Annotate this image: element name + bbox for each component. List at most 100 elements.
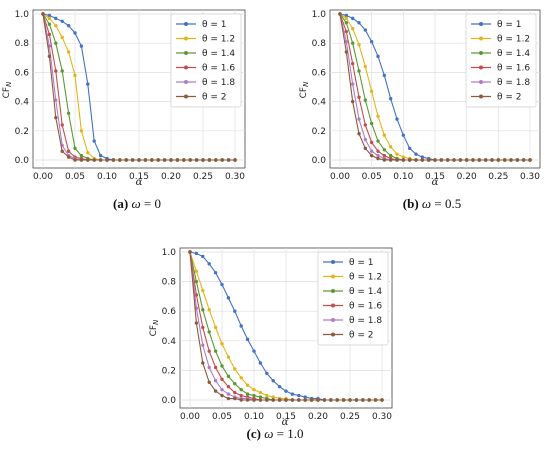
data-point (66, 111, 71, 115)
data-point (363, 146, 368, 151)
data-point (369, 140, 374, 145)
data-point (309, 398, 314, 402)
x-tick-label: 0.30 (225, 172, 245, 182)
data-point (213, 389, 218, 393)
x-axis-label: α (432, 177, 439, 188)
legend-swatch-marker (331, 289, 335, 293)
data-point (207, 308, 211, 312)
legend-label: θ = 1.2 (497, 35, 530, 45)
data-point (265, 398, 269, 402)
data-point (54, 16, 58, 21)
data-point (401, 158, 406, 162)
data-point (73, 73, 77, 78)
data-point (258, 395, 263, 399)
data-point (344, 29, 349, 34)
legend-swatch-marker (479, 94, 483, 99)
data-point (344, 40, 349, 44)
data-point (79, 44, 84, 48)
data-point (265, 393, 269, 398)
data-point (348, 398, 352, 402)
legend-label: θ = 1.2 (349, 273, 382, 283)
legend-swatch-marker (479, 22, 483, 26)
data-point (226, 374, 231, 379)
data-point (188, 250, 192, 254)
data-point (86, 158, 90, 162)
x-axis-label: α (282, 417, 289, 428)
data-point (277, 398, 282, 402)
data-point (66, 155, 71, 159)
data-point (284, 389, 288, 393)
legend-swatch-marker (331, 332, 335, 337)
data-point (376, 114, 380, 118)
data-point (407, 146, 412, 151)
data-point (420, 155, 425, 159)
x-tick-label: 0.00 (180, 412, 200, 422)
legend-swatch-marker (184, 80, 188, 84)
legend-label: θ = 2 (497, 93, 522, 103)
data-point (420, 158, 425, 162)
y-tick-label: 0.0 (15, 156, 30, 166)
data-point (350, 26, 355, 31)
x-tick-label: 0.15 (276, 412, 296, 422)
data-point (382, 153, 387, 158)
data-point (207, 380, 211, 384)
series-6 (41, 12, 237, 162)
data-point (47, 22, 52, 26)
data-point (322, 398, 327, 402)
data-point (382, 158, 387, 162)
data-point (344, 21, 349, 25)
data-point (369, 153, 374, 158)
series-6 (188, 250, 384, 402)
data-point (350, 61, 355, 66)
data-point (414, 158, 418, 162)
data-point (150, 158, 154, 162)
x-tick-label: 0.25 (340, 412, 360, 422)
legend-swatch-marker (331, 274, 335, 279)
data-point (220, 393, 224, 398)
data-point (220, 387, 224, 392)
data-point (445, 158, 450, 162)
data-point (367, 398, 371, 402)
legend-label: θ = 1.6 (202, 64, 235, 74)
data-point (124, 158, 128, 162)
panel-caption: (c) ω = 1.0 (247, 426, 304, 441)
data-point (98, 158, 103, 162)
y-tick-label: 0.4 (312, 98, 327, 108)
data-point (357, 117, 361, 121)
y-tick-label: 0.6 (15, 68, 30, 78)
data-point (335, 398, 339, 402)
data-point (201, 158, 205, 162)
data-point (201, 325, 205, 330)
legend-label: θ = 1.4 (497, 49, 530, 59)
legend-label: θ = 1.2 (202, 35, 235, 45)
data-point (290, 392, 295, 396)
data-point (47, 54, 52, 59)
data-point (376, 149, 380, 153)
data-point (376, 156, 380, 161)
legend-box (317, 251, 389, 346)
data-point (207, 262, 211, 266)
data-point (60, 69, 64, 73)
data-point (111, 158, 116, 162)
data-point (502, 158, 507, 162)
legend-swatch-marker (184, 65, 188, 70)
data-point (401, 155, 406, 159)
data-point (388, 96, 393, 101)
data-point (137, 158, 141, 162)
data-point (73, 158, 77, 162)
data-point (245, 383, 250, 387)
legend: θ = 1 θ = 1.2 θ = 1.4 θ = 1.6 θ = 1.8 θ = 2 (317, 251, 389, 346)
data-point (194, 293, 199, 297)
data-point (233, 367, 237, 371)
legend-swatch-marker (184, 51, 188, 55)
data-point (369, 149, 374, 153)
data-point (265, 371, 269, 376)
legend-swatch-marker (479, 65, 483, 70)
data-point (79, 129, 84, 133)
data-point (220, 158, 224, 162)
chart-panel-b: 0.00 0.05 0.10 0.15 0.20 0.25 0.30 0.0 0.2 0.4 0.6… (299, 9, 541, 211)
data-point (86, 151, 90, 155)
data-point (207, 349, 211, 353)
data-point (156, 158, 160, 162)
